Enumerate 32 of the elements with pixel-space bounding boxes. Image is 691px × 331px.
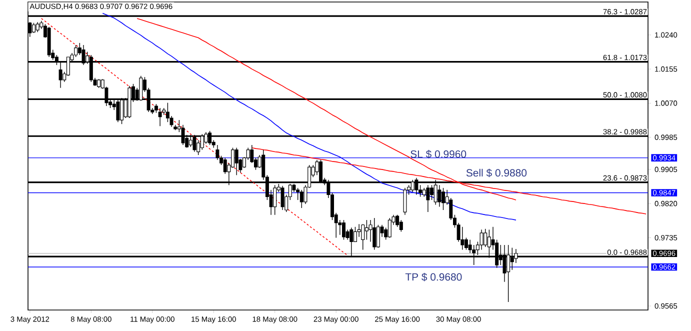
candlestick xyxy=(353,226,357,242)
candlestick xyxy=(234,147,238,176)
candlestick xyxy=(364,220,368,240)
candlestick xyxy=(396,214,400,228)
candlestick xyxy=(464,237,468,250)
candlestick xyxy=(36,22,40,32)
candlestick xyxy=(480,229,484,250)
annotation: Sell $ 0.9880 xyxy=(466,168,527,178)
candlestick xyxy=(442,188,445,210)
candlestick xyxy=(158,108,162,126)
annotation: SL $ 0.9960 xyxy=(410,150,466,158)
candlestick xyxy=(361,224,365,250)
candlestick xyxy=(388,218,392,238)
candlestick xyxy=(280,186,284,210)
candlestick xyxy=(430,184,434,200)
candlestick xyxy=(399,220,403,232)
candlestick xyxy=(460,226,464,250)
candlestick xyxy=(484,228,488,248)
candlestick xyxy=(403,188,407,216)
candlestick xyxy=(376,224,380,248)
candlestick xyxy=(342,220,346,240)
candlestick xyxy=(216,144,220,160)
candlestick xyxy=(372,218,376,250)
annotation: TP $ 0.9680 xyxy=(405,272,462,282)
candlestick xyxy=(426,184,430,212)
candlestick xyxy=(32,22,36,34)
candlestick xyxy=(250,144,254,164)
candlestick xyxy=(296,188,300,200)
candlestick xyxy=(438,184,442,208)
candlestick xyxy=(300,190,304,208)
candlestick xyxy=(273,184,277,216)
candlestick xyxy=(170,116,174,128)
